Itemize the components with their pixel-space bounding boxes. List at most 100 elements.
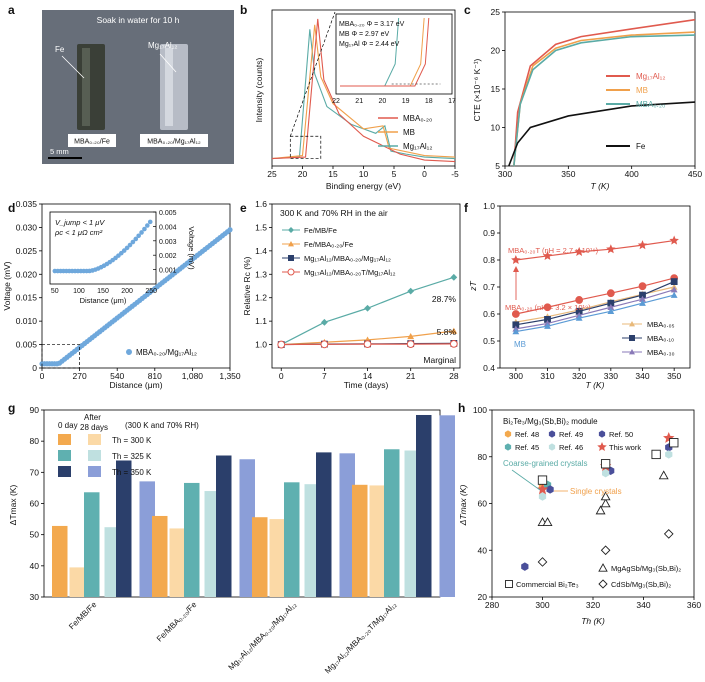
f-data-point: [670, 291, 678, 298]
h-data-point: [658, 470, 669, 480]
g-legend-swatch: [88, 434, 101, 445]
g-bar: [284, 482, 300, 597]
h-data-point: [665, 450, 673, 459]
x-tick-label: 21: [406, 371, 416, 381]
b-inset-text: Mg₁₇Al Φ = 2.44 eV: [339, 41, 400, 48]
h-module-title: Bi₂Te₃/Mg₃(Sb,Bi)₂ module: [503, 417, 598, 426]
d-inset-y-tick-label: 0.001: [159, 268, 177, 275]
y-tick-label: 20: [478, 592, 488, 602]
g-bar: [269, 519, 285, 597]
x-tick-label: 0: [279, 371, 284, 381]
b-inset-text: MB Φ = 2.97 eV: [339, 31, 389, 38]
e-legend-marker: [287, 268, 295, 276]
b-inset-line-1: [340, 17, 425, 87]
b-inset-line-0: [340, 17, 400, 87]
h-legend-label: This work: [609, 443, 641, 452]
e-data-point: [407, 287, 415, 295]
mg-arrow: [159, 53, 177, 73]
h-data-point: [521, 562, 529, 571]
d-plot-frame: [41, 203, 231, 369]
mg-label: Mg₁₇Al₁₂: [148, 41, 177, 50]
f-data-point: [637, 240, 648, 250]
d-inset-y-tick-label: 0.004: [159, 224, 177, 231]
h-legend-marker: [548, 443, 556, 451]
e-legend-label: Fe/MB/Fe: [304, 226, 337, 235]
h-legend-marker: [504, 443, 512, 451]
y-tick-label: 100: [473, 405, 487, 415]
x-tick-label: 320: [586, 600, 600, 610]
h-legend-label: MgAgSb/Mg₃(Sb,Bi)₂: [611, 564, 681, 573]
b-inset-x-tick: 17: [448, 98, 456, 105]
d-inset-point: [121, 248, 127, 253]
d-inset-point: [147, 219, 153, 225]
y-tick-label: 0.035: [16, 199, 38, 209]
y-tick-label: 10: [491, 123, 501, 133]
e-header: 300 K and 70% RH in the air: [280, 208, 388, 218]
f-data-point: [511, 310, 520, 318]
e-legend-marker: [288, 255, 294, 261]
x-tick-label: 340: [636, 600, 650, 610]
g-header-days: 28 days: [80, 423, 108, 432]
x-tick-label: 330: [604, 371, 618, 381]
c-y-axis-label: CTE (×10⁻⁶ K⁻¹): [472, 58, 482, 121]
h-legend-label: Commercial Bi₂Te₃: [516, 580, 579, 589]
d-y-axis-label: Voltage (mV): [2, 261, 12, 310]
e-data-point: [363, 340, 372, 349]
d-inset-text: V_jump < 1 μV: [55, 218, 105, 227]
y-tick-label: 0: [32, 363, 37, 373]
f-data-point: [575, 307, 583, 315]
f-data-point: [575, 296, 584, 304]
c-legend-label: Fe: [636, 142, 646, 151]
g-legend-swatch: [58, 434, 71, 445]
d-inset-y-tick-label: 0.002: [159, 253, 177, 260]
h-legend-marker: [505, 580, 513, 588]
h-legend-label: Ref. 45: [515, 443, 539, 452]
photo-title: Soak in water for 10 h: [97, 15, 180, 25]
c-series-line-2: [513, 34, 696, 167]
y-tick-label: 0.005: [16, 340, 38, 350]
g-category-label: Fe/MB/Fe: [67, 600, 99, 632]
x-tick-label: 300: [535, 600, 549, 610]
y-tick-label: 0.6: [483, 309, 495, 319]
y-tick-label: 0.030: [16, 222, 38, 232]
e-data-point: [364, 304, 371, 312]
b-zoom-box: [289, 135, 322, 159]
x-tick-label: 7: [322, 371, 327, 381]
x-tick-label: 280: [485, 600, 499, 610]
e-annotation: 5.8%: [437, 327, 457, 337]
x-tick-label: 310: [540, 371, 554, 381]
e-data-point: [449, 339, 458, 348]
y-tick-label: 40: [30, 561, 40, 571]
g-bar: [252, 517, 268, 597]
e-data-point: [407, 332, 415, 340]
g-category-label: Fe/MBA₀.₂₀/Fe: [155, 600, 199, 644]
g-bar: [52, 525, 68, 597]
f-y-axis-label: zT: [468, 280, 478, 291]
h-arrow-coarse: [511, 469, 541, 491]
g-category-label: Mg₁₇Al₁₂/MBA₀.₂₀/Mg₁₇Al₁₂: [226, 600, 298, 672]
h-annotation-coarse: Coarse-grained crystals: [503, 459, 587, 468]
f-data-point: [542, 250, 553, 260]
x-tick-label: 810: [148, 371, 162, 381]
x-tick-label: 540: [110, 371, 124, 381]
y-tick-label: 0.8: [483, 255, 495, 265]
f-data-point: [606, 244, 616, 254]
h-legend-marker: [598, 579, 608, 589]
d-legend-marker: [126, 349, 132, 355]
y-tick-label: 0.010: [16, 316, 38, 326]
b-x-tick-label: 5: [392, 169, 397, 179]
g-bar: [69, 567, 85, 597]
h-data-point: [600, 545, 611, 556]
f-legend-marker: [629, 335, 635, 341]
g-bar: [369, 485, 385, 597]
y-tick-label: 80: [30, 436, 40, 446]
e-x-axis-label: Time (days): [344, 380, 389, 390]
b-x-axis-label: Binding energy (eV): [326, 181, 401, 191]
h-legend-marker: [504, 430, 512, 438]
y-tick-label: 0.4: [483, 363, 495, 373]
panel-label-d: d: [8, 201, 15, 215]
y-tick-label: 25: [491, 7, 501, 17]
b-zoom-line: [289, 11, 336, 137]
g-bar: [439, 415, 455, 597]
caption-right-box: [140, 134, 208, 147]
